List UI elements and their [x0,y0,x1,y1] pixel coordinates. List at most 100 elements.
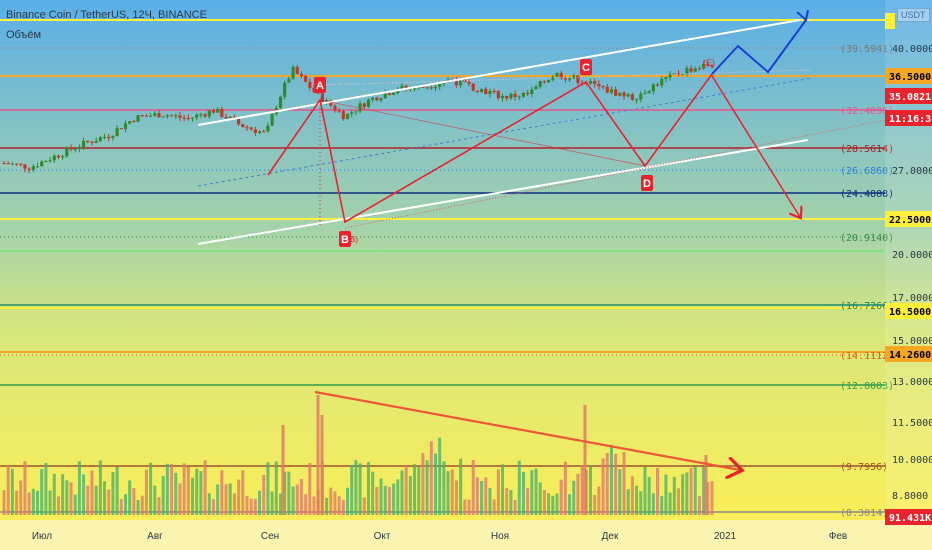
volume-bar [383,485,387,515]
price-tick-label: 10.0000 [892,455,932,466]
candle [287,78,291,83]
volume-bar [115,466,119,515]
volume-bar [387,486,391,515]
volume-bar [408,475,412,515]
candle [626,94,630,97]
candle [375,97,379,101]
candle [14,163,19,165]
candle [681,73,685,75]
volume-bar [44,462,48,515]
candle [609,89,614,93]
volume-bar [249,498,253,515]
candle [308,81,312,88]
candle [10,163,14,165]
candle [484,88,488,95]
candle [379,98,383,101]
time-tick-label: Фев [829,531,847,542]
volume-bar [287,471,291,515]
wave-label-text: A [316,80,324,92]
volume-bar [589,465,593,515]
volume-bar [312,496,316,515]
time-tick-label: 2021 [714,531,737,542]
price-tick-label: 13.0000 [892,377,932,388]
level-label: (20.9140) [840,233,894,244]
volume-bar [157,497,161,515]
volume-bar [668,492,672,515]
candle [362,103,366,107]
wave-label-b-sub: B) [350,235,358,244]
volume-bar [618,469,622,515]
candle [371,97,375,100]
price-badge [885,68,932,84]
volume-bar [329,487,333,515]
volume-bar [706,482,710,515]
volume-bar [392,483,396,515]
volume-bar [446,471,450,515]
volume-bar [308,463,312,515]
candle [601,86,605,88]
volume-bar [605,452,609,515]
candle [538,81,542,87]
volume-bar [90,470,94,515]
volume-bar [434,453,438,515]
time-axis-band [0,520,932,550]
volume-bar [509,490,513,515]
candle [149,115,153,117]
volume-bar [639,491,643,515]
volume-bar [651,493,655,515]
candle [31,166,35,170]
volume-bar [635,485,639,515]
volume-bar [98,460,102,515]
wave-b-d-guide [319,99,646,167]
candle [685,68,689,74]
level-label: (12.8003) [840,381,894,392]
candle [488,90,492,95]
volume-bar [580,465,584,515]
volume-bar [676,488,680,515]
price-badge-text: 14.2600 [889,350,931,361]
candle [706,64,710,66]
volume-bar [693,466,697,515]
candle [132,121,136,123]
candle [249,127,253,130]
volume-bar [362,497,366,515]
candle [350,112,354,114]
price-badge [885,303,932,319]
volume-bar [685,472,689,515]
candle [660,79,664,86]
candle [492,90,496,92]
volume-label: Объём [6,29,42,41]
volume-bar [438,437,442,515]
volume-bar [36,490,40,515]
volume-bar [266,462,270,515]
volume-bar [660,496,664,515]
volume-bar [107,489,111,515]
volume-bar [119,499,123,515]
volume-bar [710,481,714,515]
candle [128,121,132,124]
candle [396,90,400,94]
candle [710,65,714,67]
candle [153,113,157,116]
currency-button[interactable]: USDT [897,8,930,22]
volume-bar [350,465,354,515]
time-tick-label: Окт [374,531,391,542]
candle [304,76,308,82]
candle [220,108,224,117]
candle [471,83,475,91]
volume-bar [153,485,157,515]
volume-bar [563,461,567,515]
wave-label-badge [314,77,326,93]
candle [392,93,396,95]
volume-bar [555,493,559,515]
candle [52,155,56,161]
volume-bar [48,490,52,515]
volume-bar [492,499,496,515]
candle [190,117,195,119]
volume-bar [480,481,484,515]
candle [228,116,232,119]
candle [329,100,333,106]
candle [333,105,337,111]
